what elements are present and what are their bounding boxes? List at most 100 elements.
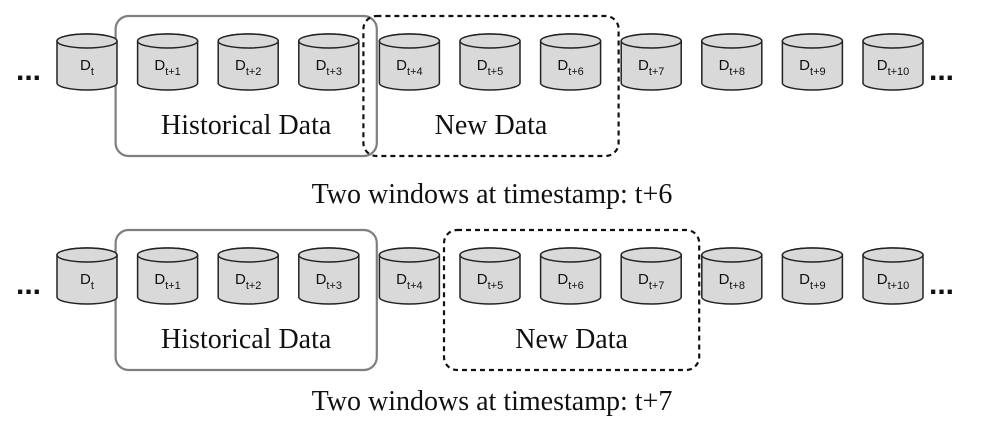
cylinder-label-base: D bbox=[235, 271, 246, 288]
cylinder-top bbox=[459, 33, 521, 49]
cylinder-label-base: D bbox=[799, 271, 810, 288]
data-cylinder: Dt+6 bbox=[539, 247, 602, 305]
cylinder-label: Dt+10 bbox=[877, 57, 910, 78]
cylinder-label: Dt+5 bbox=[477, 271, 503, 292]
cylinder-label: Dt bbox=[80, 271, 94, 292]
cylinder-label-base: D bbox=[557, 271, 568, 288]
ellipsis-right: ... bbox=[929, 54, 954, 87]
cylinder-label: Dt+3 bbox=[316, 271, 342, 292]
cylinder-top bbox=[298, 33, 360, 49]
data-cylinder: Dt+7 bbox=[620, 33, 682, 91]
data-cylinder: Dt+1 bbox=[136, 33, 199, 91]
cylinder-label: Dt+1 bbox=[154, 271, 180, 292]
timeline-panel: Dt Dt+1 Dt+2 Dt+3 Dt+4 Dt+5 Dt+6 Dt+7 Dt+8 Dt+9 Dt… bbox=[16, 14, 954, 210]
data-cylinder: Dt+8 bbox=[701, 247, 763, 305]
panel-caption: Two windows at timestamp: t+7 bbox=[312, 386, 673, 417]
cylinder-label-base: D bbox=[154, 271, 165, 288]
cylinder-label-base: D bbox=[638, 57, 649, 74]
cylinder-label: Dt+9 bbox=[799, 271, 825, 292]
cylinder-label: Dt+1 bbox=[154, 57, 180, 78]
cylinder-top bbox=[298, 247, 360, 263]
cylinder-label-base: D bbox=[719, 271, 730, 288]
data-cylinder: Dt+3 bbox=[298, 247, 360, 305]
data-cylinder: Dt+9 bbox=[781, 247, 844, 305]
data-cylinder: Dt+7 bbox=[620, 247, 682, 305]
cylinder-top bbox=[539, 33, 602, 49]
timeline-panel: Dt Dt+1 Dt+2 Dt+3 Dt+4 Dt+5 Dt+6 Dt+7 Dt+8 Dt+9 Dt… bbox=[16, 228, 954, 417]
cylinder-label: Dt+7 bbox=[638, 57, 664, 78]
cylinder-label-base: D bbox=[477, 57, 488, 74]
cylinder-label-sub: t+4 bbox=[407, 66, 423, 78]
cylinder-label-sub: t+1 bbox=[165, 66, 181, 78]
cylinder-top bbox=[539, 247, 602, 263]
cylinder-top bbox=[56, 247, 118, 263]
cylinder-label-sub: t+5 bbox=[488, 280, 504, 292]
cylinder-label-sub: t+2 bbox=[246, 66, 262, 78]
cylinder-top bbox=[781, 33, 844, 49]
cylinder-label-base: D bbox=[877, 57, 888, 74]
cylinder-label: Dt+6 bbox=[557, 271, 583, 292]
ellipsis-right: ... bbox=[929, 268, 954, 301]
cylinder-label-base: D bbox=[396, 57, 407, 74]
cylinder-label-sub: t bbox=[91, 280, 94, 292]
cylinder-label-base: D bbox=[396, 271, 407, 288]
cylinder-top bbox=[620, 33, 682, 49]
cylinder-label-sub: t+2 bbox=[246, 280, 262, 292]
cylinder-top bbox=[136, 247, 199, 263]
ellipsis-left: ... bbox=[16, 54, 41, 87]
cylinder-top bbox=[701, 33, 763, 49]
data-cylinder: Dt+4 bbox=[378, 33, 441, 91]
cylinder-label-sub: t+4 bbox=[407, 280, 423, 292]
cylinder-label-sub: t+6 bbox=[568, 66, 584, 78]
data-cylinder: Dt+4 bbox=[378, 247, 441, 305]
panel-caption: Two windows at timestamp: t+6 bbox=[312, 179, 673, 210]
cylinder-label: Dt+8 bbox=[719, 57, 745, 78]
cylinder-label-sub: t+8 bbox=[729, 280, 745, 292]
cylinder-label-sub: t+10 bbox=[888, 280, 910, 292]
new-data-label: New Data bbox=[435, 110, 548, 141]
data-cylinder: Dt+10 bbox=[862, 33, 924, 91]
data-cylinder: Dt+2 bbox=[217, 247, 279, 305]
cylinder-label-base: D bbox=[799, 57, 810, 74]
cylinder-top bbox=[459, 247, 521, 263]
cylinder-label: Dt+5 bbox=[477, 57, 503, 78]
cylinder-label-base: D bbox=[316, 271, 327, 288]
cylinder-top bbox=[781, 247, 844, 263]
cylinder-top bbox=[56, 33, 118, 49]
cylinder-label-sub: t+6 bbox=[568, 280, 584, 292]
cylinder-label-base: D bbox=[316, 57, 327, 74]
cylinder-top bbox=[378, 247, 441, 263]
new-data-window bbox=[442, 228, 701, 372]
cylinder-label-sub: t+3 bbox=[326, 280, 342, 292]
cylinder-label: Dt+7 bbox=[638, 271, 664, 292]
data-cylinder: Dt+9 bbox=[781, 33, 844, 91]
cylinder-top bbox=[862, 33, 924, 49]
new-data-label: New Data bbox=[515, 324, 628, 355]
cylinder-top bbox=[620, 247, 682, 263]
data-cylinder: Dt+3 bbox=[298, 33, 360, 91]
cylinder-label: Dt+4 bbox=[396, 57, 422, 78]
cylinder-top bbox=[701, 247, 763, 263]
cylinder-label-sub: t+5 bbox=[488, 66, 504, 78]
cylinder-label: Dt+4 bbox=[396, 271, 422, 292]
cylinder-label: Dt bbox=[80, 57, 94, 78]
cylinder-label: Dt+9 bbox=[799, 57, 825, 78]
new-data-window bbox=[362, 14, 620, 158]
data-cylinder: Dt+2 bbox=[217, 33, 279, 91]
cylinder-top bbox=[217, 247, 279, 263]
historical-data-label: Historical Data bbox=[161, 110, 332, 141]
cylinder-label-base: D bbox=[719, 57, 730, 74]
cylinder-label-sub: t+9 bbox=[810, 280, 826, 292]
cylinder-label-base: D bbox=[154, 57, 165, 74]
cylinder-label: Dt+6 bbox=[557, 57, 583, 78]
cylinder-label: Dt+2 bbox=[235, 271, 261, 292]
cylinder-label-sub: t+3 bbox=[326, 66, 342, 78]
data-cylinder: Dt bbox=[56, 33, 118, 91]
data-cylinder: Dt+6 bbox=[539, 33, 602, 91]
cylinder-top bbox=[136, 33, 199, 49]
data-cylinder: Dt+5 bbox=[459, 33, 521, 91]
cylinder-label-base: D bbox=[235, 57, 246, 74]
cylinder-top bbox=[217, 33, 279, 49]
cylinder-label-sub: t+9 bbox=[810, 66, 826, 78]
